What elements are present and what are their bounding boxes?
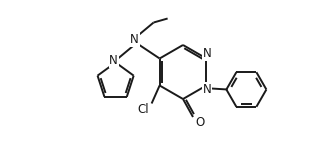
Text: N: N xyxy=(109,54,118,67)
Text: N: N xyxy=(130,33,139,46)
Text: O: O xyxy=(195,115,205,128)
Text: N: N xyxy=(203,83,212,96)
Text: N: N xyxy=(203,47,212,60)
Text: Cl: Cl xyxy=(138,103,149,116)
